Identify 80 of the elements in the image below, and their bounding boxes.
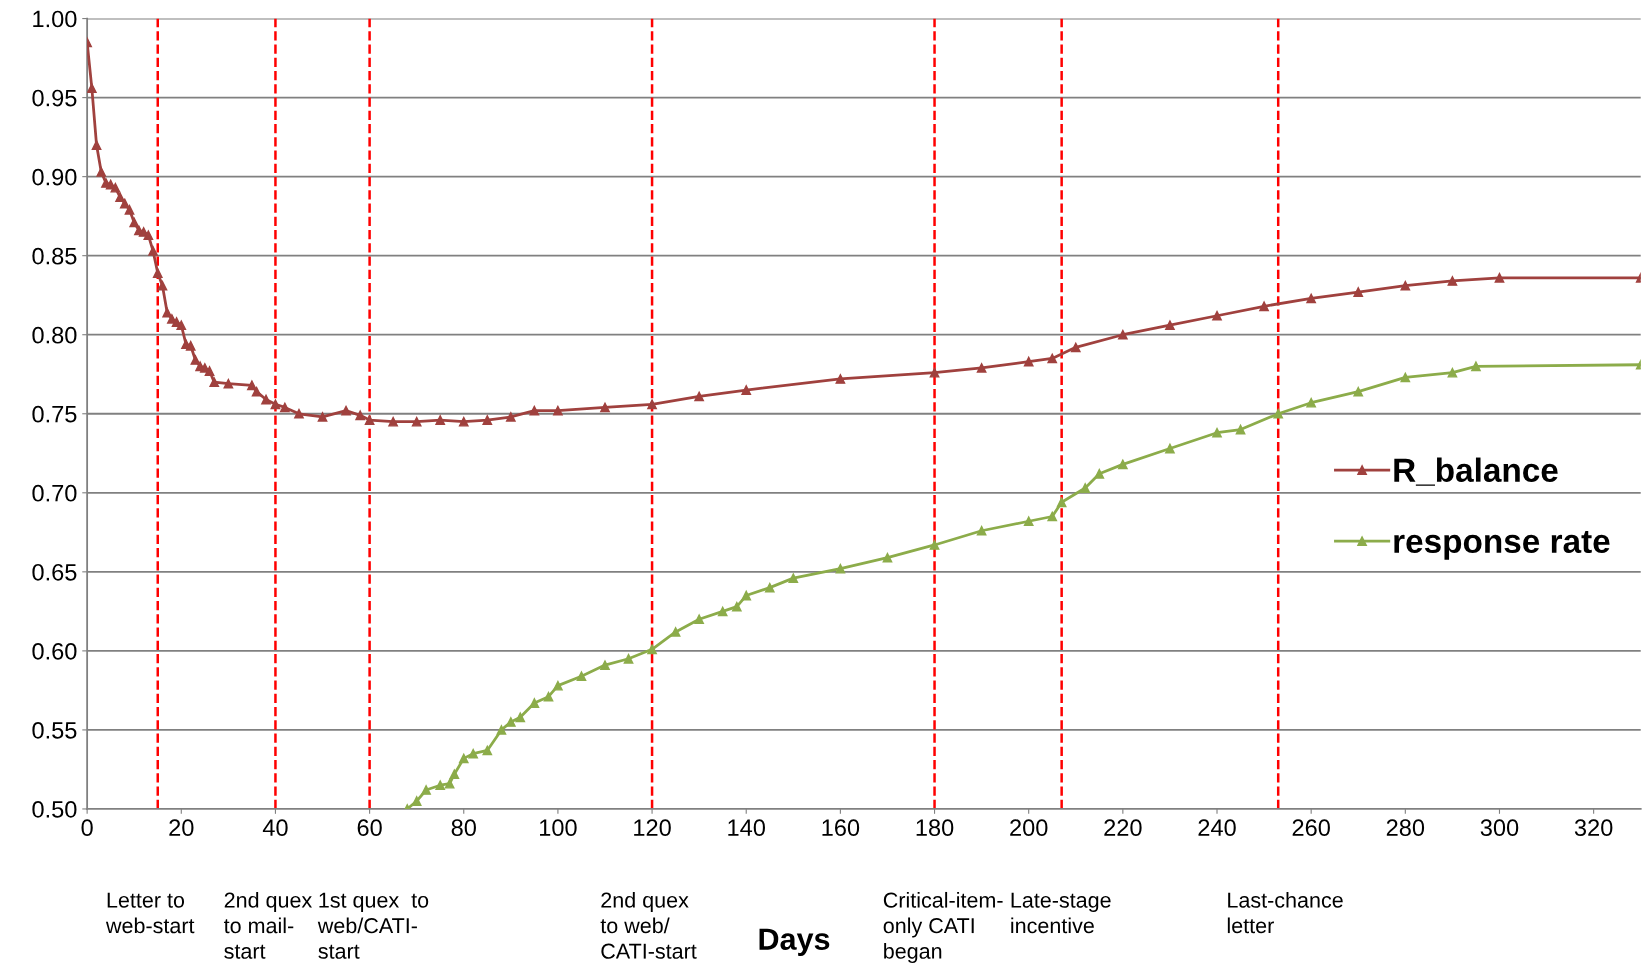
text: 1st quex to web/CATI- start (317, 892, 429, 959)
point (1353, 386, 1364, 397)
point (929, 540, 940, 550)
x-tick-label: 320 (1574, 819, 1613, 837)
point (1400, 372, 1411, 383)
point (600, 660, 610, 670)
text: 2nd quex to web/ CATI-start (600, 891, 697, 959)
y-tick-label: 1.00 (33, 10, 77, 28)
point (576, 671, 587, 682)
x-tick-label: 140 (728, 819, 765, 837)
y-tick-label: 0.75 (32, 405, 77, 423)
point (1273, 408, 1284, 419)
point (421, 785, 431, 795)
x-tick-label: 40 (262, 819, 288, 837)
point (741, 590, 752, 601)
point (1023, 516, 1034, 527)
text: 2nd quex to mail- start (223, 891, 313, 959)
x-tick-label: 180 (916, 819, 954, 837)
y-tick-label: 0.90 (32, 168, 77, 186)
point (882, 552, 893, 563)
point (449, 769, 460, 780)
y-tick-label: 0.70 (32, 484, 77, 502)
legend-label: R_balance (1394, 457, 1558, 486)
point (543, 691, 554, 702)
y-tick-label: 0.80 (32, 326, 77, 344)
point (1047, 511, 1058, 522)
x-tick-label: 60 (357, 819, 382, 837)
point (482, 745, 493, 756)
y-tick-label: 0.85 (32, 247, 77, 265)
x-tick-label: 280 (1386, 819, 1425, 837)
text: Last-chance letter (1227, 891, 1343, 934)
x-tick-label: 220 (1104, 819, 1142, 837)
x-tick-label: 100 (540, 819, 577, 837)
point (515, 712, 526, 723)
point (468, 748, 479, 759)
x-tick-label: 260 (1292, 819, 1330, 837)
point (553, 680, 563, 691)
point (835, 563, 846, 574)
y-tick-label: 0.60 (32, 642, 77, 660)
y-tick-label: 0.55 (32, 721, 77, 739)
y-tick-label: 0.50 (32, 801, 77, 818)
point (788, 573, 799, 584)
point (670, 627, 681, 637)
text: Critical-item- only CATI began (883, 891, 1003, 964)
point (717, 606, 728, 617)
point (1306, 397, 1317, 408)
point (1094, 468, 1105, 479)
point (435, 780, 446, 791)
x-tick-label: 0 (81, 819, 93, 837)
x-tick-label: 80 (451, 819, 476, 837)
x-axis-title: Days (759, 928, 830, 956)
x-tick-label: 20 (169, 819, 194, 837)
x-tick-label: 160 (822, 819, 860, 837)
point (1212, 427, 1222, 438)
x-tick-label: 240 (1198, 819, 1236, 837)
point (1165, 443, 1175, 454)
point (1235, 424, 1246, 435)
point (458, 753, 469, 764)
legend-label: response rate (1394, 531, 1610, 560)
point (1117, 459, 1128, 470)
x-tick-label: 200 (1010, 819, 1048, 837)
point (731, 601, 742, 612)
text: Letter to web-start (105, 892, 195, 934)
x-tick-label: 300 (1480, 819, 1519, 837)
point (623, 653, 634, 664)
point (1080, 483, 1091, 493)
point (1471, 361, 1481, 372)
y-tick-label: 0.95 (32, 89, 77, 107)
point (1447, 367, 1458, 378)
point (1056, 497, 1067, 508)
point (529, 698, 540, 708)
point (647, 644, 657, 655)
point (694, 614, 705, 625)
point (764, 582, 775, 593)
point (496, 725, 507, 735)
text: Late-stage incentive (1011, 892, 1111, 934)
y-tick-label: 0.65 (32, 563, 77, 581)
point (444, 778, 455, 789)
point (976, 525, 987, 536)
x-tick-label: 120 (634, 819, 671, 837)
